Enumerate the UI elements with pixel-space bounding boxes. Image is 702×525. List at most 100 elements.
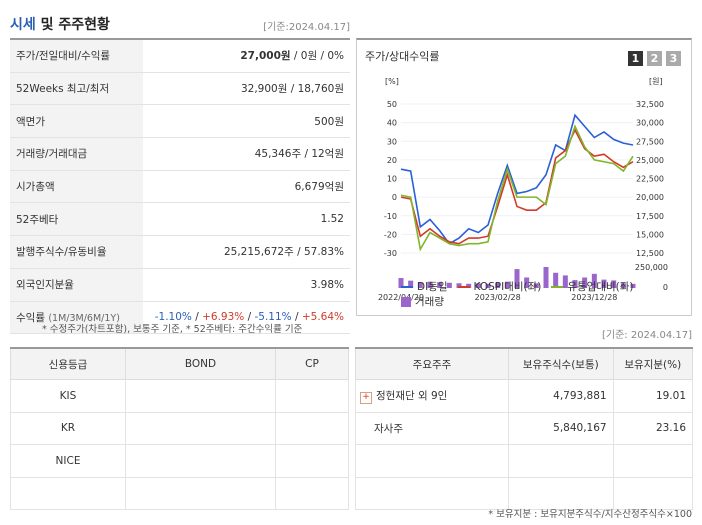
base-date: [기준:2024.04.17] <box>263 22 350 33</box>
holder-pct: 19.01 <box>612 379 694 413</box>
chart-svg: [%] [원] 50 40 30 20 10 0 -10 -20 -30 32,500 30,000 27… <box>378 77 668 302</box>
legend-label: KOSPI대비(좌) <box>473 281 542 293</box>
holders-table: 주요주주 보유주식수(보통) 보유지분(%) + 정헌재단 외 9인 4,793,881… <box>355 347 694 510</box>
legend-label: DI동일 <box>417 281 448 293</box>
credit-header: BOND <box>125 347 276 380</box>
holder-row-empty <box>355 444 694 478</box>
quote-label: 액면가 <box>10 104 143 139</box>
volume-bar <box>514 269 520 288</box>
volume-bar <box>562 275 568 288</box>
credit-header: 신용등급 <box>10 347 126 380</box>
volume-bar <box>504 281 510 288</box>
return-value: +5.64% <box>301 311 344 324</box>
expand-icon[interactable]: + <box>360 391 372 404</box>
series-line-2 <box>400 124 634 252</box>
credit-cell <box>125 444 276 478</box>
quote-row: 액면가 500원 <box>10 104 350 139</box>
right-unit: [원] <box>649 77 663 86</box>
holder-cell-empty <box>355 476 509 510</box>
quote-table: 주가/전일대비/수익률 27,000원 / 0원 / 0% 52Weeks 최고/최… <box>10 37 350 335</box>
left-unit: [%] <box>385 77 399 86</box>
y-tick-right: 20,000 <box>636 193 664 202</box>
quote-row: 시가총액 6,679억원 <box>10 170 350 204</box>
holders-header: 보유지분(%) <box>612 347 694 380</box>
y-tick-right: 15,000 <box>636 230 664 239</box>
credit-cell <box>274 379 350 413</box>
legend-item: KOSPI대비(좌) <box>457 281 542 293</box>
credit-cell <box>274 411 350 445</box>
page-title: 시세 및 주주현황 <box>10 14 110 34</box>
returns-sep: / <box>244 311 255 324</box>
tab-1[interactable]: 1 <box>628 51 643 66</box>
returns-label: 수익률 <box>16 311 45 324</box>
volume-bar <box>495 282 501 288</box>
quote-label: 시가총액 <box>10 170 143 204</box>
tab-3[interactable]: 3 <box>666 51 681 66</box>
holders-header: 주요주주 <box>355 347 509 380</box>
credit-header: CP <box>274 347 350 380</box>
tab-2[interactable]: 2 <box>647 51 662 66</box>
y-tick-left: 30 <box>387 137 397 146</box>
chart-title: 주가/상대수익률 <box>365 50 440 63</box>
legend-item: DI동일 <box>401 281 448 293</box>
legend-swatch <box>457 286 470 288</box>
x-tick: 2023/12/28 <box>571 293 617 302</box>
credit-cell: NICE <box>10 444 126 478</box>
credit-cell <box>125 379 276 413</box>
holder-cell-empty <box>355 444 509 478</box>
volume-bar <box>475 283 481 288</box>
y-tick-left: -10 <box>384 212 397 221</box>
return-value: -1.10% <box>154 311 192 324</box>
legend-swatch <box>551 286 564 288</box>
returns-label-cell: 수익률 (1M/3M/6M/1Y) <box>10 301 143 335</box>
quote-label: 52Weeks 최고/최저 <box>10 72 143 106</box>
volume-bar <box>572 280 578 288</box>
volume-bar <box>417 282 423 288</box>
price-main: 27,000원 <box>240 50 291 63</box>
holder-row: 자사주 5,840,167 23.16 <box>355 411 694 445</box>
credit-row: KR <box>10 411 350 445</box>
volume-tick: 0 <box>663 283 668 292</box>
series-line-0 <box>400 113 634 245</box>
quote-value: 25,215,672주 / 57.83% <box>143 235 350 269</box>
returns-row: 수익률 (1M/3M/6M/1Y) -1.10% / +6.93% / -5.11… <box>10 301 350 335</box>
credit-cell <box>125 476 276 510</box>
volume-bar <box>543 267 549 288</box>
quote-row: 거래량/거래대금 45,346주 / 12억원 <box>10 137 350 171</box>
title-rest: 및 주주현황 <box>35 17 110 33</box>
price-rest: / 0원 / 0% <box>290 50 344 63</box>
y-tick-right: 27,500 <box>636 137 664 146</box>
quote-value: 3.98% <box>143 268 350 302</box>
y-tick-right: 22,500 <box>636 175 664 184</box>
credit-cell <box>10 476 126 510</box>
quote-row: 52주베타 1.52 <box>10 202 350 237</box>
y-tick-left: 20 <box>387 156 397 165</box>
returns-sep: / <box>191 311 203 324</box>
quote-row: 52Weeks 최고/최저 32,900원 / 18,760원 <box>10 72 350 106</box>
quote-value: 32,900원 / 18,760원 <box>143 72 350 106</box>
legend-row: 거래량 <box>401 295 644 310</box>
legend: DI동일 KOSPI대비(좌) 유통업대비(좌) 거래량 <box>401 280 644 310</box>
holders-base-date: [기준: 2024.04.17] <box>601 330 692 341</box>
return-value: -5.11% <box>254 311 292 324</box>
holder-row-empty <box>355 476 694 510</box>
volume-bar <box>533 283 539 288</box>
holder-name: 정헌재단 외 9인 <box>376 389 448 402</box>
volume-bar <box>582 277 588 288</box>
y-tick-right: 17,500 <box>636 212 664 221</box>
legend-label: 거래량 <box>415 296 444 308</box>
volume-bar <box>630 283 636 288</box>
holder-name-cell: 자사주 <box>355 411 509 445</box>
quote-value: 500원 <box>143 104 350 139</box>
volume-bar <box>553 272 559 288</box>
y-tick-left: -30 <box>384 249 397 258</box>
holder-name: 자사주 <box>374 422 403 435</box>
volume-bar <box>524 277 530 288</box>
holder-row: + 정헌재단 외 9인 4,793,881 19.01 <box>355 379 694 413</box>
holder-cell-empty <box>508 476 614 510</box>
returns-sep: / <box>291 311 302 324</box>
y-tick-right: 32,500 <box>636 100 664 109</box>
volume-bar <box>485 283 491 288</box>
y-tick-left: 40 <box>387 119 397 128</box>
